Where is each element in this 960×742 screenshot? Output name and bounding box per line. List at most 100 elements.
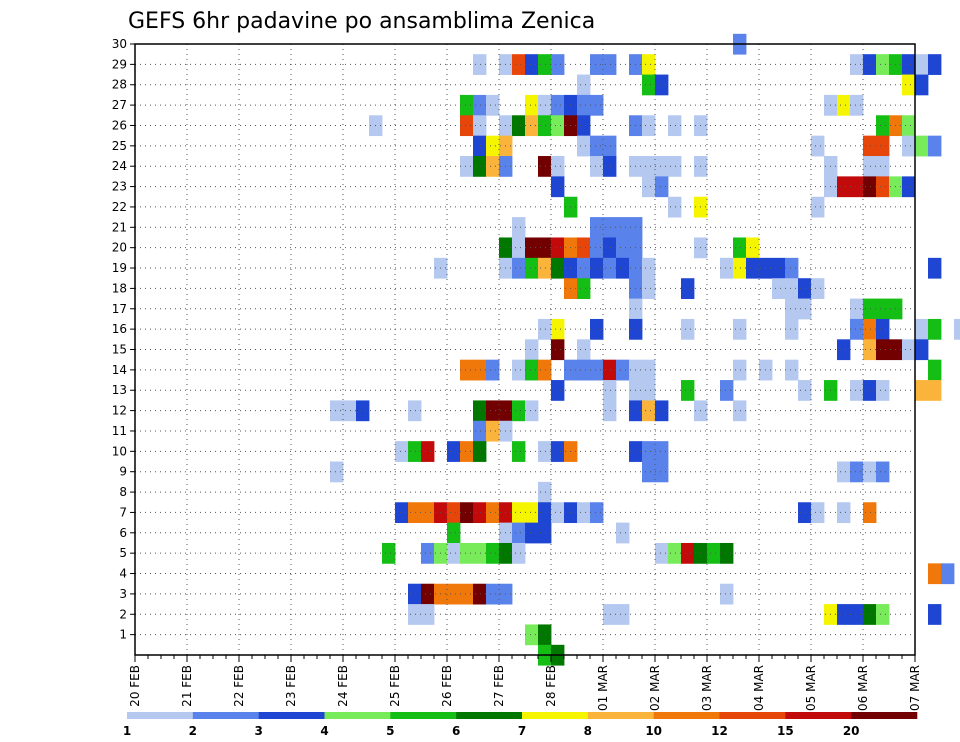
heatmap-cell — [486, 359, 500, 381]
heatmap-cell — [447, 583, 461, 605]
legend-swatch — [324, 712, 391, 719]
legend-swatch — [192, 712, 259, 719]
heatmap-cell — [538, 441, 552, 462]
heatmap-cell — [473, 542, 487, 564]
legend-swatch — [456, 712, 523, 719]
heatmap-cell — [642, 461, 656, 483]
heatmap-cell — [343, 400, 357, 422]
legend-label: 8 — [584, 724, 592, 738]
legend-label: 7 — [518, 724, 526, 738]
heatmap-cell — [512, 502, 526, 524]
heatmap-cell — [850, 94, 864, 116]
heatmap-cell — [551, 257, 565, 279]
y-tick-label: 15 — [112, 343, 127, 357]
heatmap-cell — [642, 441, 656, 462]
legend-label: 15 — [777, 724, 794, 738]
heatmap-cell — [876, 339, 890, 361]
heatmap-cell — [928, 318, 942, 340]
heatmap-cell — [473, 115, 487, 137]
heatmap-cell — [590, 217, 604, 238]
heatmap-cell — [447, 522, 461, 544]
heatmap-cell — [733, 237, 747, 259]
heatmap-cell — [525, 115, 539, 137]
heatmap-cell — [473, 420, 487, 442]
heatmap-cell — [590, 156, 604, 177]
heatmap-cell — [447, 502, 461, 524]
heatmap-cell — [928, 135, 942, 157]
heatmap-cell — [837, 502, 851, 524]
heatmap-cell — [733, 318, 747, 340]
heatmap-cell — [603, 359, 617, 381]
x-tick-label: 26 FEB — [440, 665, 454, 707]
heatmap-cell — [681, 380, 695, 401]
heatmap-cell — [551, 115, 565, 137]
heatmap-cell — [655, 542, 669, 564]
heatmap-cell — [395, 502, 409, 524]
heatmap-cell — [863, 298, 877, 320]
heatmap-cell — [603, 380, 617, 401]
heatmap-cell — [616, 257, 630, 279]
heatmap-cell — [512, 115, 526, 137]
heatmap-cell — [798, 278, 812, 299]
heatmap-cell — [473, 441, 487, 462]
legend-label: 12 — [711, 724, 728, 738]
heatmap-cell — [486, 135, 500, 157]
heatmap-cell — [421, 502, 435, 524]
heatmap-cell — [915, 318, 929, 340]
heatmap-cell — [850, 176, 864, 198]
heatmap-cell — [642, 156, 656, 177]
y-tick-label: 29 — [112, 57, 127, 71]
heatmap-cell — [590, 502, 604, 524]
heatmap-cell — [720, 257, 734, 279]
heatmap-cell — [408, 604, 422, 625]
heatmap-cell — [421, 583, 435, 605]
heatmap-cell — [421, 441, 435, 462]
heatmap-cell — [616, 522, 630, 544]
heatmap-cell — [733, 257, 747, 279]
heatmap-cell — [512, 542, 526, 564]
y-tick-label: 14 — [112, 363, 127, 377]
heatmap-cell — [486, 400, 500, 422]
heatmap-cell — [408, 441, 422, 462]
x-tick-label: 02 MAR — [648, 665, 662, 711]
heatmap-cell — [681, 318, 695, 340]
heatmap-cell — [512, 400, 526, 422]
heatmap-cell — [525, 502, 539, 524]
y-tick-label: 11 — [112, 424, 127, 438]
heatmap-cell — [928, 563, 942, 585]
heatmap-cell — [668, 196, 682, 218]
heatmap-cell — [837, 461, 851, 483]
heatmap-cell — [863, 502, 877, 524]
heatmap-cell — [811, 135, 825, 157]
heatmap-cell — [460, 583, 474, 605]
heatmap-cell — [785, 298, 799, 320]
heatmap-cell — [850, 604, 864, 625]
heatmap-cell — [577, 115, 591, 137]
heatmap-cell — [863, 54, 877, 75]
x-tick-label: 04 MAR — [752, 665, 766, 711]
heatmap-cell — [551, 237, 565, 259]
heatmap-cell — [551, 339, 565, 361]
legend-label: 5 — [386, 724, 394, 738]
legend-swatch — [258, 712, 325, 719]
heatmap-cell — [577, 278, 591, 299]
heatmap-cell — [642, 74, 656, 96]
heatmap-cell — [590, 135, 604, 157]
heatmap-cell — [902, 135, 916, 157]
heatmap-cell — [642, 257, 656, 279]
heatmap-cell — [707, 542, 721, 564]
heatmap-cell — [551, 380, 565, 401]
y-tick-label: 20 — [112, 241, 127, 255]
heatmap-cell — [486, 583, 500, 605]
heatmap-cell — [525, 339, 539, 361]
heatmap-cell — [551, 156, 565, 177]
heatmap-cell — [928, 380, 942, 401]
heatmap-cell — [681, 542, 695, 564]
heatmap-cell — [850, 461, 864, 483]
heatmap-cell — [902, 74, 916, 96]
x-tick-label: 03 MAR — [700, 665, 714, 711]
x-tick-label: 25 FEB — [388, 665, 402, 707]
y-tick-label: 9 — [119, 465, 127, 479]
heatmap-cell — [577, 94, 591, 116]
heatmap-cell — [876, 54, 890, 75]
